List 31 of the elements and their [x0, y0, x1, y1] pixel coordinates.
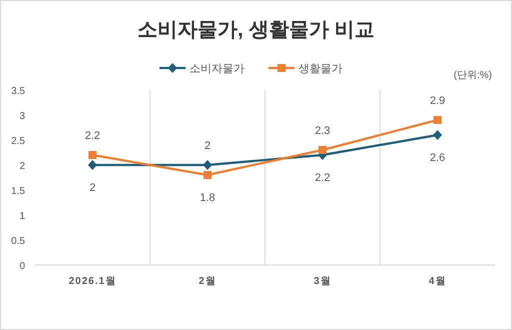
y-tick-label: 3	[19, 111, 26, 122]
y-tick-label: 0	[19, 261, 26, 272]
y-tick-label: 2.5	[11, 136, 26, 147]
legend-label: 생활물가	[298, 63, 342, 75]
legend-label: 소비자물가	[190, 63, 244, 75]
y-tick-label: 0.5	[11, 236, 26, 247]
y-tick-label: 1.5	[11, 186, 26, 197]
point	[318, 146, 326, 154]
point	[203, 160, 212, 170]
text: (단위:%)	[454, 70, 492, 81]
x-tick-label: 4월	[428, 276, 446, 287]
point	[88, 151, 96, 159]
x-tick-label: 2026.1월	[68, 276, 116, 287]
x-tick-label: 3월	[314, 276, 332, 287]
y-tick-label: 2	[19, 161, 26, 172]
data-label: 2.2	[314, 172, 330, 184]
chart-title: 소비자물가, 생활물가 비교	[138, 19, 374, 41]
data-label: 2.9	[430, 95, 446, 107]
y-tick-label: 1	[19, 211, 26, 222]
data-label: 2	[204, 140, 211, 152]
point	[433, 130, 442, 140]
data-label: 1.8	[200, 192, 216, 204]
data-label: 2.2	[84, 130, 100, 142]
data-label: 2.3	[314, 125, 330, 137]
data-label: 2.6	[430, 152, 446, 164]
point	[88, 160, 97, 170]
data-label: 2	[89, 182, 96, 194]
point	[204, 171, 212, 179]
point	[434, 116, 442, 124]
x-tick-label: 2월	[198, 276, 216, 287]
y-tick-label: 3.5	[11, 86, 26, 97]
